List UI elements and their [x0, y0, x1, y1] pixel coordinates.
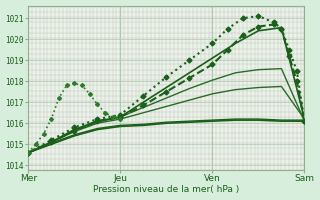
X-axis label: Pression niveau de la mer( hPa ): Pression niveau de la mer( hPa )	[93, 185, 239, 194]
